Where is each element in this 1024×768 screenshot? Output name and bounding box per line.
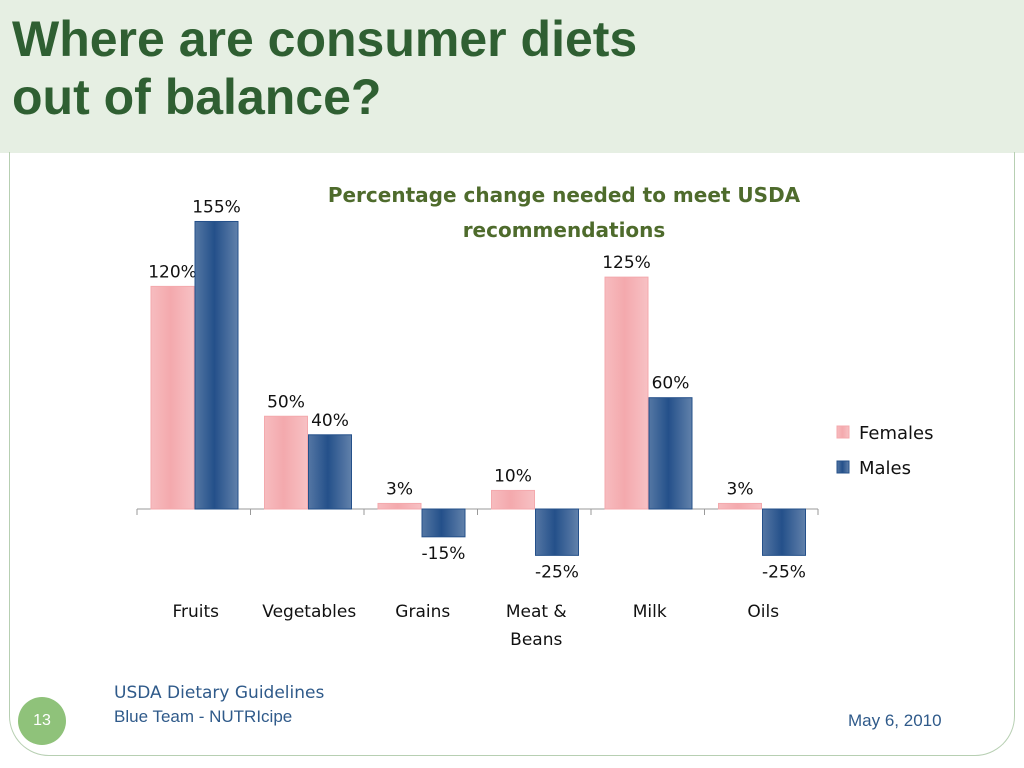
bar-females	[604, 276, 649, 510]
category-label: Meat &	[506, 602, 567, 622]
slide-title-line-1: Where are consumer diets	[12, 11, 638, 67]
bar-males	[762, 508, 806, 556]
bar-males	[648, 397, 693, 510]
data-label-males: -25%	[762, 562, 806, 582]
slide-title: Where are consumer diets out of balance?	[12, 10, 637, 126]
data-label-females: 120%	[148, 262, 197, 282]
page-number-badge: 13	[18, 697, 66, 745]
category-label: Fruits	[172, 602, 219, 622]
bar-females	[718, 502, 762, 510]
data-label-males: 60%	[652, 374, 690, 394]
legend-swatch-males	[836, 460, 850, 474]
slide-title-line-2: out of balance?	[12, 69, 382, 125]
data-label-males: 155%	[192, 197, 241, 217]
data-label-females: 10%	[494, 466, 532, 486]
bar-males	[535, 508, 579, 556]
bar-females	[264, 415, 308, 510]
data-label-females: 3%	[386, 479, 413, 499]
data-label-males: 40%	[311, 411, 349, 431]
bar-males	[194, 220, 239, 510]
title-band	[0, 0, 1024, 153]
data-label-females: 50%	[267, 392, 305, 412]
category-label: Grains	[395, 602, 450, 622]
data-label-males: -25%	[535, 562, 579, 582]
category-label: Oils	[747, 602, 779, 622]
bar-females	[491, 489, 535, 510]
bar-males	[308, 434, 352, 510]
bar-females	[377, 502, 422, 510]
category-label: Beans	[510, 630, 562, 650]
bar-males	[421, 508, 466, 538]
data-label-females: 125%	[602, 253, 651, 273]
category-label: Milk	[633, 602, 667, 622]
footer-source: USDA Dietary Guidelines	[114, 683, 325, 703]
data-label-females: 3%	[727, 479, 754, 499]
legend-label-males: Males	[859, 458, 911, 479]
bar-females	[150, 285, 195, 510]
chart-title-line-2: recommendations	[463, 218, 666, 242]
category-label: Vegetables	[262, 602, 356, 622]
data-label-males: -15%	[422, 544, 466, 564]
legend-swatch-females	[836, 425, 850, 439]
footer-team: Blue Team - NUTRIcipe	[114, 707, 293, 726]
footer-date: May 6, 2010	[848, 711, 942, 730]
legend-label-females: Females	[859, 423, 933, 444]
chart-title-line-1: Percentage change needed to meet USDA	[328, 183, 801, 207]
slide-frame	[9, 152, 1015, 756]
